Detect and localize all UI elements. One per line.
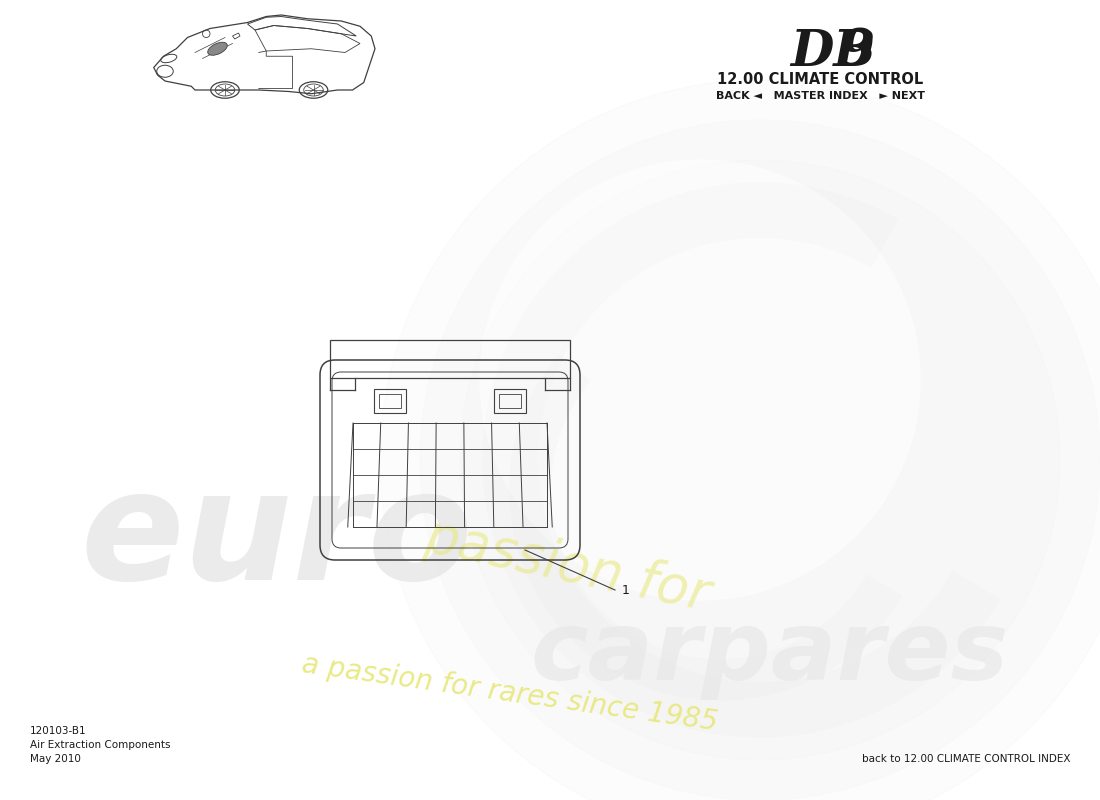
Text: 1: 1 [621,583,630,597]
Bar [379,394,401,408]
Bar [330,340,570,378]
Text: a passion for rares since 1985: a passion for rares since 1985 [300,650,719,736]
Text: Air Extraction Components: Air Extraction Components [30,740,170,750]
Text: carpares: carpares [530,607,1009,700]
Circle shape [460,160,1060,760]
Text: back to 12.00 CLIMATE CONTROL INDEX: back to 12.00 CLIMATE CONTROL INDEX [861,754,1070,764]
Circle shape [379,80,1100,800]
Text: passion for: passion for [420,510,715,621]
Bar [499,394,521,408]
Text: May 2010: May 2010 [30,754,81,764]
Bar [494,389,526,413]
Text: DB: DB [790,28,876,77]
Text: BACK ◄   MASTER INDEX   ► NEXT: BACK ◄ MASTER INDEX ► NEXT [715,91,924,101]
Bar [374,389,406,413]
Text: euro: euro [80,463,473,612]
Text: 9: 9 [840,28,874,77]
Ellipse shape [208,42,228,55]
Text: 12.00 CLIMATE CONTROL: 12.00 CLIMATE CONTROL [717,72,923,87]
Circle shape [480,160,920,600]
Text: 120103-B1: 120103-B1 [30,726,87,736]
Circle shape [420,120,1100,800]
